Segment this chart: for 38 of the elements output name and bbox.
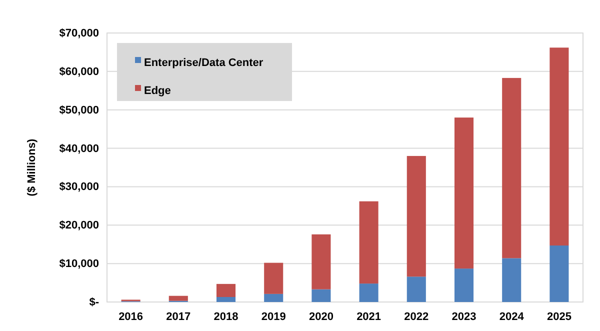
- bar: [264, 294, 284, 302]
- bar: [168, 296, 188, 301]
- x-tick-label: 2025: [546, 310, 572, 323]
- legend-label: Edge: [144, 84, 171, 97]
- y-tick-label: $40,000: [59, 142, 99, 155]
- legend-label: Enterprise/Data Center: [144, 56, 264, 69]
- bar: [264, 262, 284, 294]
- y-axis-title: ($ Millions): [26, 138, 38, 196]
- x-tick-label: 2021: [356, 310, 382, 323]
- y-tick-label: $10,000: [59, 258, 99, 270]
- bar: [312, 289, 331, 302]
- bar: [216, 297, 236, 302]
- y-tick-label: $70,000: [59, 28, 99, 40]
- y-tick-label: $50,000: [59, 104, 99, 116]
- y-tick-label: $60,000: [59, 66, 99, 78]
- x-tick-label: 2023: [452, 310, 476, 323]
- y-tick-label: $20,000: [59, 220, 99, 232]
- bar: [359, 201, 378, 284]
- x-tick-label: 2020: [308, 310, 334, 323]
- bar: [359, 284, 378, 302]
- bar: [550, 246, 569, 302]
- bar: [502, 258, 522, 302]
- x-tick-label: 2019: [261, 310, 286, 323]
- y-tick-label: $30,000: [59, 181, 99, 194]
- x-tick-label: 2022: [404, 310, 429, 323]
- y-tick-label: $-: [89, 296, 100, 309]
- x-tick-label: 2017: [166, 310, 191, 323]
- bar: [502, 78, 522, 258]
- bar: [312, 234, 331, 290]
- x-tick-label: 2018: [214, 310, 238, 323]
- bar: [406, 276, 426, 302]
- bar: [216, 284, 236, 298]
- bar: [406, 156, 426, 277]
- x-tick-label: 2016: [118, 310, 144, 323]
- bar: [454, 118, 474, 269]
- bar: [550, 48, 569, 246]
- bar: [454, 268, 474, 302]
- x-tick-label: 2024: [499, 310, 525, 323]
